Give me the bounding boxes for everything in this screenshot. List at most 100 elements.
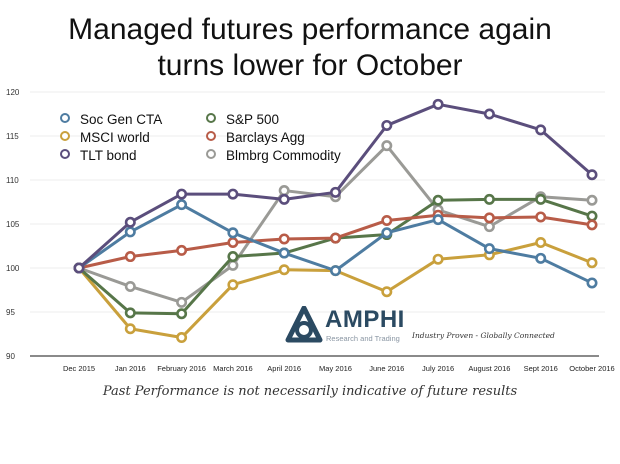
legend-label: Soc Gen CTA bbox=[80, 112, 163, 127]
data-point bbox=[176, 332, 188, 344]
data-point bbox=[227, 236, 239, 248]
data-point bbox=[176, 296, 188, 308]
data-point bbox=[381, 119, 393, 131]
data-point bbox=[381, 214, 393, 226]
data-point bbox=[227, 251, 239, 263]
data-point bbox=[278, 193, 290, 205]
data-point bbox=[586, 169, 598, 181]
data-point bbox=[535, 252, 547, 264]
data-point bbox=[483, 108, 495, 120]
data-point bbox=[535, 236, 547, 248]
data-point bbox=[124, 251, 136, 263]
circle-marker-icon bbox=[206, 113, 216, 123]
disclaimer-note: Past Performance is not necessarily indi… bbox=[102, 384, 518, 399]
data-point bbox=[483, 212, 495, 224]
legend-label: MSCI world bbox=[80, 130, 150, 145]
chart-title: Managed futures performance again turns … bbox=[0, 12, 620, 84]
data-point bbox=[278, 247, 290, 259]
data-point bbox=[586, 210, 598, 222]
data-point bbox=[124, 307, 136, 319]
x-tick-label: May 2016 bbox=[319, 364, 352, 373]
y-tick-label: 100 bbox=[6, 264, 20, 273]
series-s-p-500 bbox=[73, 193, 598, 320]
data-point bbox=[535, 124, 547, 136]
data-point bbox=[483, 243, 495, 255]
data-point bbox=[176, 308, 188, 320]
data-point bbox=[124, 280, 136, 292]
x-tick-label: July 2016 bbox=[422, 364, 454, 373]
x-tick-label: Dec 2015 bbox=[63, 364, 95, 373]
x-tick-label: August 2016 bbox=[468, 364, 510, 373]
title-line-1: Managed futures performance again bbox=[68, 13, 552, 46]
legend-item-sp-500: S&P 500 bbox=[206, 112, 279, 128]
circle-marker-icon bbox=[60, 113, 70, 123]
amphi-logo: AMPHI Research and Trading bbox=[285, 306, 415, 346]
circle-marker-icon bbox=[206, 149, 216, 159]
circle-marker-icon bbox=[60, 149, 70, 159]
data-point bbox=[124, 216, 136, 228]
legend-label: S&P 500 bbox=[226, 112, 280, 127]
y-tick-label: 110 bbox=[6, 176, 19, 185]
x-tick-label: March 2016 bbox=[213, 364, 253, 373]
circle-marker-icon bbox=[206, 131, 216, 141]
legend-label: Blmbrg Commodity bbox=[226, 148, 341, 163]
amphi-emblem-icon bbox=[285, 306, 323, 343]
data-point bbox=[586, 194, 598, 206]
x-tick-label: Jan 2016 bbox=[115, 364, 146, 373]
data-point bbox=[586, 257, 598, 269]
y-tick-label: 120 bbox=[6, 88, 20, 97]
legend-label: Barclays Agg bbox=[226, 130, 305, 145]
data-point bbox=[483, 221, 495, 233]
x-tick-label: Sept 2016 bbox=[524, 364, 558, 373]
data-point bbox=[535, 211, 547, 223]
data-point bbox=[176, 188, 188, 200]
x-axis-ticks: Dec 2015 Jan 2016 February 2016 March 2016 A… bbox=[63, 364, 615, 373]
data-point bbox=[586, 277, 598, 289]
logo-subtitle: Research and Trading bbox=[326, 334, 400, 343]
data-point bbox=[278, 233, 290, 245]
data-point bbox=[586, 219, 598, 231]
series-barclays-agg bbox=[73, 209, 598, 274]
data-point bbox=[329, 232, 341, 244]
legend-item-barclays-agg: Barclays Agg bbox=[206, 130, 305, 146]
legend-item-tlt-bond: TLT bond bbox=[60, 148, 137, 164]
data-point bbox=[432, 194, 444, 206]
data-point bbox=[432, 98, 444, 110]
x-tick-label: April 2016 bbox=[267, 364, 301, 373]
logo-tagline: Industry Proven - Globally Connected bbox=[412, 331, 555, 340]
x-tick-label: June 2016 bbox=[369, 364, 404, 373]
data-point bbox=[483, 193, 495, 205]
data-point bbox=[124, 226, 136, 238]
y-tick-label: 105 bbox=[6, 220, 20, 229]
data-point bbox=[73, 262, 85, 274]
legend-item-msci-world: MSCI world bbox=[60, 130, 150, 146]
data-point bbox=[124, 323, 136, 335]
data-point bbox=[329, 265, 341, 277]
data-point bbox=[535, 193, 547, 205]
data-point bbox=[227, 188, 239, 200]
data-point bbox=[381, 286, 393, 298]
y-tick-label: 95 bbox=[6, 308, 15, 317]
series-lines bbox=[73, 98, 598, 344]
logo-name: AMPHI bbox=[325, 306, 405, 333]
data-point bbox=[381, 140, 393, 152]
y-tick-label: 90 bbox=[6, 352, 15, 361]
y-tick-label: 115 bbox=[6, 132, 19, 141]
title-line-2: turns lower for October bbox=[157, 49, 463, 82]
circle-marker-icon bbox=[60, 131, 70, 141]
data-point bbox=[227, 227, 239, 239]
data-point bbox=[176, 244, 188, 256]
data-point bbox=[329, 186, 341, 198]
data-point bbox=[278, 264, 290, 276]
data-point bbox=[381, 227, 393, 239]
legend-label: TLT bond bbox=[80, 148, 137, 163]
legend-item-blmbrg-commodity: Blmbrg Commodity bbox=[206, 148, 341, 164]
data-point bbox=[176, 199, 188, 211]
data-point bbox=[227, 259, 239, 271]
legend-item-soc-gen-cta: Soc Gen CTA bbox=[60, 112, 162, 128]
data-point bbox=[432, 214, 444, 226]
data-point bbox=[278, 185, 290, 197]
data-point bbox=[227, 279, 239, 291]
x-tick-label: October 2016 bbox=[569, 364, 614, 373]
